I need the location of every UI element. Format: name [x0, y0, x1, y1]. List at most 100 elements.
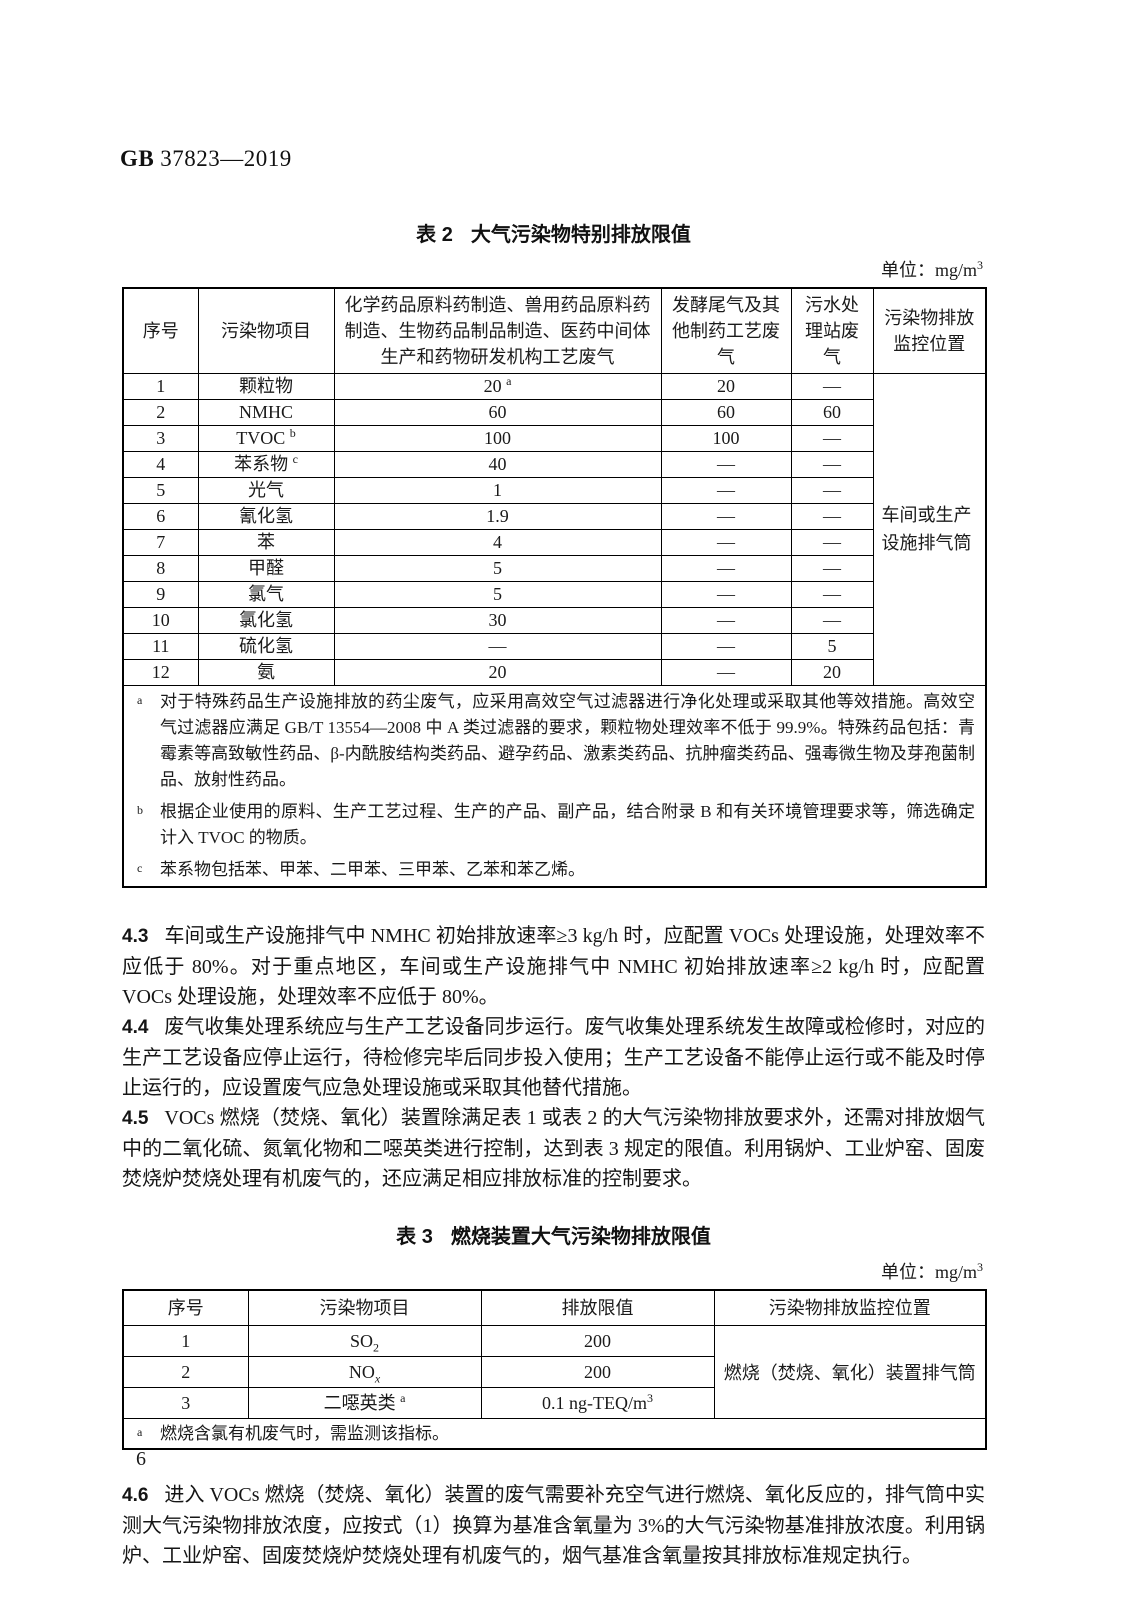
table-row: 12 氨 20 — 20 [122, 658, 986, 686]
cell-seq: 9 [122, 580, 199, 608]
footnote-text: 对于特殊药品生产设施排放的药尘废气，应采用高效空气过滤器进行净化处理或采取其他等… [160, 691, 975, 789]
cell-wastewater-limit: — [790, 528, 874, 556]
paragraph-4-6: 4.6 进入 VOCs 燃烧（焚烧、氧化）装置的废气需要补充空气进行燃烧、氧化反应… [122, 1480, 985, 1571]
table3-unit: 单位：mg/m3 [122, 1258, 985, 1284]
unit-value: mg/m [934, 260, 977, 280]
footnote-mark: b [137, 802, 143, 817]
clause-text: 进入 VOCs 燃烧（焚烧、氧化）装置的废气需要补充空气进行燃烧、氧化反应的，排… [122, 1483, 985, 1567]
clause-text: 车间或生产设施排气中 NMHC 初始排放速率≥3 kg/h 时，应配置 VOCs… [122, 924, 985, 1008]
cell-fermentation-limit: 100 [660, 424, 792, 452]
cell-fermentation-limit: — [660, 528, 792, 556]
paragraph-4-4: 4.4 废气收集处理系统应与生产工艺设备同步运行。废气收集处理系统发生故障或检修时… [122, 1012, 985, 1103]
cell-wastewater-limit: 20 [790, 658, 874, 686]
clause-text: VOCs 燃烧（焚烧、氧化）装置除满足表 1 或表 2 的大气污染物排放要求外，… [122, 1106, 985, 1190]
cell-seq: 12 [122, 658, 199, 686]
table-row: 11 硫化氢 — — 5 [122, 632, 986, 660]
cell-wastewater-limit: — [790, 580, 874, 608]
cell-pollutant: 二噁英类 a [247, 1386, 482, 1419]
cell-fermentation-limit: 20 [660, 372, 792, 400]
table-row: 5 光气 1 — — [122, 476, 986, 504]
cell-process-limit: 100 [333, 424, 662, 452]
table3-title: 表 3 燃烧装置大气污染物排放限值 [122, 1220, 985, 1249]
standard-prefix: GB [120, 146, 155, 171]
cell-wastewater-limit: — [790, 554, 874, 582]
table-row: 1 颗粒物 20 a 20 — 车间或生产设施排气筒 [122, 372, 987, 686]
cell-pollutant: 氨 [197, 658, 335, 686]
page-content: 表 2 大气污染物特别排放限值 单位：mg/m3 序号 污染物项目 化学药品原料药… [122, 0, 987, 1571]
footnote-a: a 对于特殊药品生产设施排放的药尘废气，应采用高效空气过滤器进行净化处理或采取其他… [124, 686, 985, 796]
table2-label: 表 2 [416, 224, 453, 246]
cell-pollutant: 氯化氢 [197, 606, 335, 634]
cell-wastewater-limit: — [790, 450, 874, 478]
unit-exponent: 3 [977, 258, 983, 272]
cell-pollutant: 甲醛 [197, 554, 335, 582]
cell-pollutant: SO2 [247, 1324, 482, 1357]
table-row: 7 苯 4 — — [122, 528, 986, 556]
cell-pollutant: 苯系物 c [197, 450, 335, 478]
col-header-seq: 序号 [122, 1289, 249, 1326]
cell-seq: 8 [122, 554, 199, 582]
table2-title: 表 2 大气污染物特别排放限值 [122, 218, 985, 247]
table-row: 10 氯化氢 30 — — [122, 606, 986, 634]
unit-prefix: 单位： [880, 1261, 935, 1282]
col-header-monitor-location: 污染物排放监控位置 [713, 1289, 987, 1326]
cell-fermentation-limit: — [660, 658, 792, 686]
cell-monitor-location-span: 车间或生产设施排气筒 [872, 372, 987, 686]
standard-number: 37823—2019 [160, 146, 292, 171]
clause-number: 4.6 [122, 1484, 149, 1506]
cell-seq: 2 [122, 398, 199, 426]
cell-process-limit: — [333, 632, 662, 660]
table2-header-row: 序号 污染物项目 化学药品原料药制造、兽用药品原料药制造、生物药品制品制造、医药… [122, 287, 987, 374]
cell-wastewater-limit: — [790, 502, 874, 530]
cell-pollutant: 氰化氢 [197, 502, 335, 530]
cell-process-limit: 4 [333, 528, 662, 556]
unit-prefix: 单位： [880, 260, 935, 280]
cell-seq: 11 [122, 632, 199, 660]
table3-footnotes-cell: a 燃烧含氯有机废气时，需监测该指标。 [122, 1417, 987, 1449]
cell-process-limit: 5 [333, 580, 662, 608]
cell-limit: 200 [480, 1355, 715, 1388]
cell-monitor-location-span: 燃烧（焚烧、氧化）装置排气筒 [713, 1324, 987, 1419]
cell-seq: 2 [122, 1355, 249, 1388]
clause-number: 4.3 [122, 925, 149, 947]
cell-pollutant: 苯 [197, 528, 335, 556]
table-row: 3 二噁英类 a 0.1 ng-TEQ/m3 [122, 1386, 986, 1419]
clause-text: 废气收集处理系统应与生产工艺设备同步运行。废气收集处理系统发生故障或检修时，对应… [122, 1015, 985, 1099]
cell-wastewater-limit: 60 [790, 398, 874, 426]
table3-title-text: 燃烧装置大气污染物排放限值 [450, 1225, 711, 1248]
col-header-monitor-location: 污染物排放监控位置 [872, 287, 987, 374]
clause-number: 4.5 [122, 1107, 149, 1129]
footnote-text: 根据企业使用的原料、生产工艺过程、生产的产品、副产品，结合附录 B 和有关环境管… [160, 801, 975, 847]
paragraph-4-5: 4.5 VOCs 燃烧（焚烧、氧化）装置除满足表 1 或表 2 的大气污染物排放要… [122, 1103, 985, 1194]
cell-seq: 10 [122, 606, 199, 634]
table-row: 2 NMHC 60 60 60 [122, 398, 986, 426]
col-header-fermentation-gas: 发酵尾气及其他制药工艺废气 [660, 287, 792, 374]
cell-process-limit: 20 a [333, 372, 662, 400]
cell-pollutant: 颗粒物 [197, 372, 335, 400]
table2-title-text: 大气污染物特别排放限值 [470, 224, 691, 246]
cell-process-limit: 40 [333, 450, 662, 478]
cell-wastewater-limit: — [790, 606, 874, 634]
cell-fermentation-limit: — [660, 580, 792, 608]
standard-code-header: GB 37823—2019 [120, 146, 292, 172]
table-row: 1 SO2 200 燃烧（焚烧、氧化）装置排气筒 [122, 1324, 987, 1419]
cell-fermentation-limit: — [660, 502, 792, 530]
unit-value: mg/m [934, 1261, 977, 1282]
cell-fermentation-limit: — [660, 450, 792, 478]
cell-process-limit: 1.9 [333, 502, 662, 530]
table-row: 6 氰化氢 1.9 — — [122, 502, 986, 530]
cell-seq: 3 [122, 424, 199, 452]
table-row: 4 苯系物 c 40 — — [122, 450, 986, 478]
cell-pollutant: TVOC b [197, 424, 335, 452]
page-number: 6 [136, 1448, 146, 1470]
cell-fermentation-limit: — [660, 606, 792, 634]
cell-fermentation-limit: — [660, 554, 792, 582]
table2-special-emission-limits: 序号 污染物项目 化学药品原料药制造、兽用药品原料药制造、生物药品制品制造、医药… [122, 287, 987, 888]
clause-number: 4.4 [122, 1016, 149, 1038]
cell-fermentation-limit: 60 [660, 398, 792, 426]
footnote-mark: a [137, 692, 143, 707]
table2-footnotes-cell: a 对于特殊药品生产设施排放的药尘废气，应采用高效空气过滤器进行净化处理或采取其他… [122, 684, 987, 887]
table2-footnotes-row: a 对于特殊药品生产设施排放的药尘废气，应采用高效空气过滤器进行净化处理或采取其他… [122, 684, 987, 887]
table3-label: 表 3 [396, 1225, 433, 1248]
cell-pollutant: 氯气 [197, 580, 335, 608]
